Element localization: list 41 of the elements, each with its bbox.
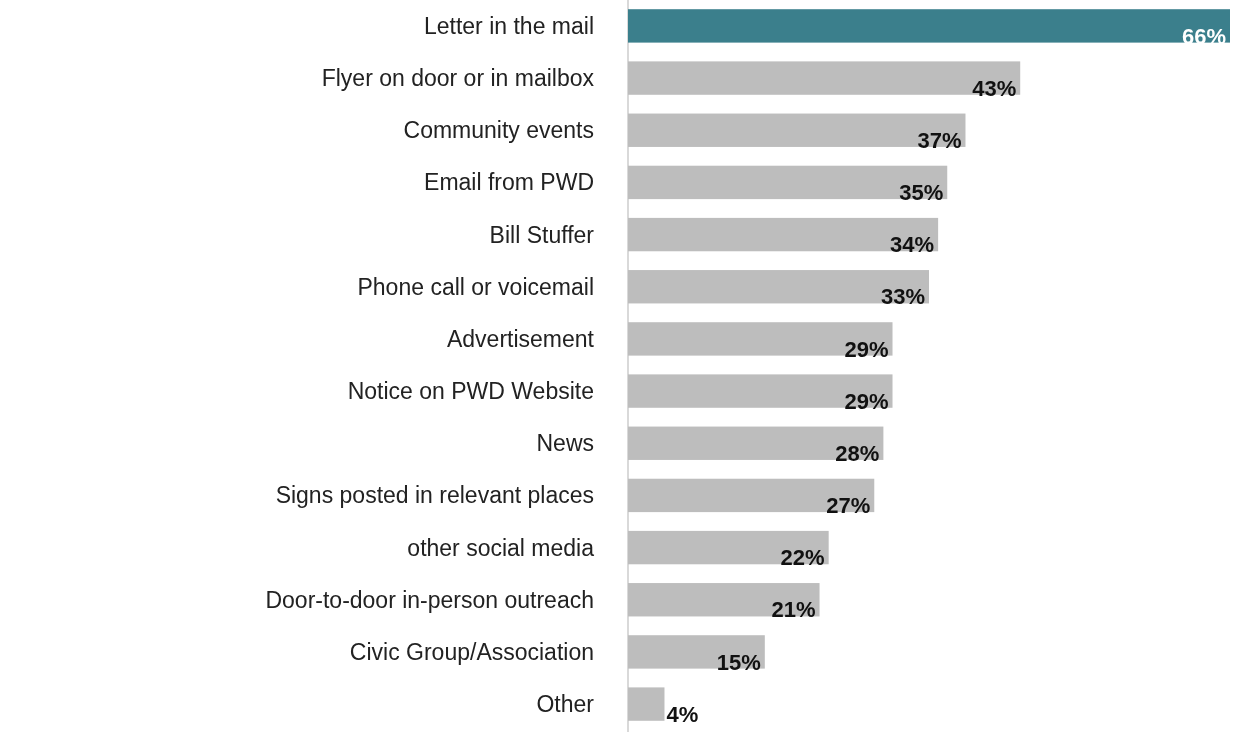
bar bbox=[628, 530, 829, 565]
bar bbox=[628, 426, 884, 460]
y-tick-label: Advertisement bbox=[446, 325, 595, 352]
bar bbox=[628, 322, 893, 356]
data-label: 21% bbox=[771, 597, 816, 623]
y-tick-label: Flyer on door or in mailbox bbox=[321, 65, 595, 92]
data-label: 35% bbox=[899, 180, 944, 206]
data-label: 43% bbox=[972, 75, 1017, 101]
y-tick-label: Door-to-door in-person outreach bbox=[265, 586, 594, 613]
data-label: 34% bbox=[890, 232, 935, 258]
bar bbox=[628, 635, 765, 669]
y-tick-label: Community events bbox=[403, 117, 594, 144]
data-label: 33% bbox=[880, 284, 925, 310]
bar bbox=[628, 270, 929, 304]
y-tick-label: Civic Group/Association bbox=[349, 638, 594, 665]
bar bbox=[628, 113, 966, 147]
bar bbox=[628, 583, 820, 617]
bar bbox=[628, 374, 893, 408]
data-label: 22% bbox=[780, 545, 825, 571]
data-label: 4% bbox=[666, 701, 699, 727]
y-tick-label: News bbox=[536, 430, 594, 457]
y-tick-label: Signs posted in relevant places bbox=[275, 482, 594, 509]
data-label: 28% bbox=[835, 440, 880, 466]
bar bbox=[628, 478, 875, 513]
bar bbox=[628, 61, 1021, 95]
bar bbox=[628, 9, 1230, 43]
y-tick-label: Bill Stuffer bbox=[489, 221, 595, 248]
y-tick-label: other social media bbox=[407, 534, 595, 561]
bar bbox=[628, 687, 665, 721]
y-tick-label: Other bbox=[536, 691, 595, 718]
y-tick-label: Letter in the mail bbox=[423, 12, 594, 39]
data-label: 37% bbox=[917, 127, 962, 153]
bar bbox=[628, 217, 939, 252]
bar bbox=[628, 165, 948, 200]
data-label: 29% bbox=[844, 388, 889, 414]
y-tick-label: Email from PWD bbox=[424, 169, 594, 196]
data-label: 29% bbox=[844, 336, 889, 362]
y-tick-label: Phone call or voicemail bbox=[357, 273, 594, 300]
data-label: 27% bbox=[826, 493, 871, 519]
data-label: 15% bbox=[716, 649, 761, 675]
y-tick-label: Notice on PWD Website bbox=[347, 378, 594, 405]
